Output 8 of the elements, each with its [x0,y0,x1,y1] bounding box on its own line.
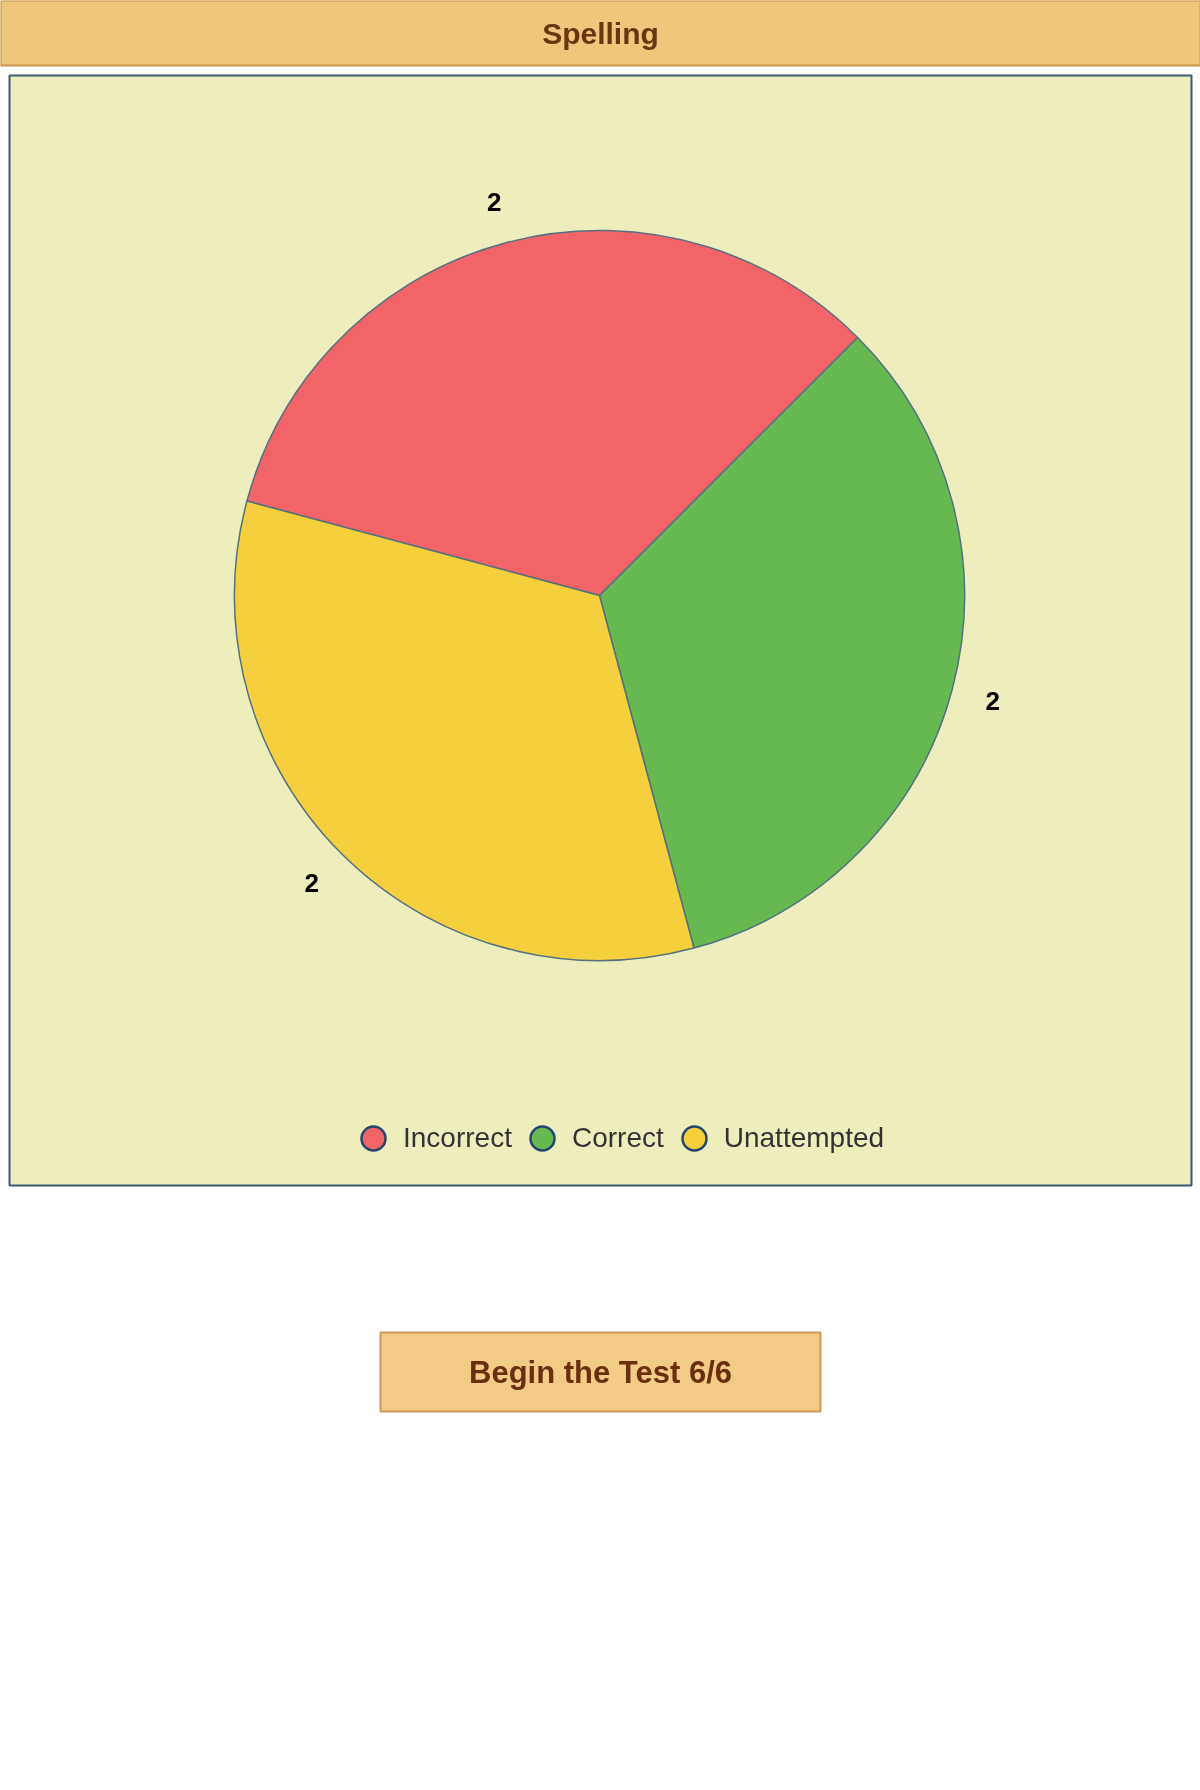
legend-label: Incorrect [403,1122,512,1154]
legend-label: Correct [571,1122,664,1154]
legend-label: Unattempted [723,1122,885,1154]
chart-title: Spelling [542,17,659,50]
data-label: 2 [486,187,502,218]
data-label: 2 [985,685,1000,716]
text: Begin the Test 6/6 [469,1355,733,1390]
data-label: 2 [304,868,319,899]
